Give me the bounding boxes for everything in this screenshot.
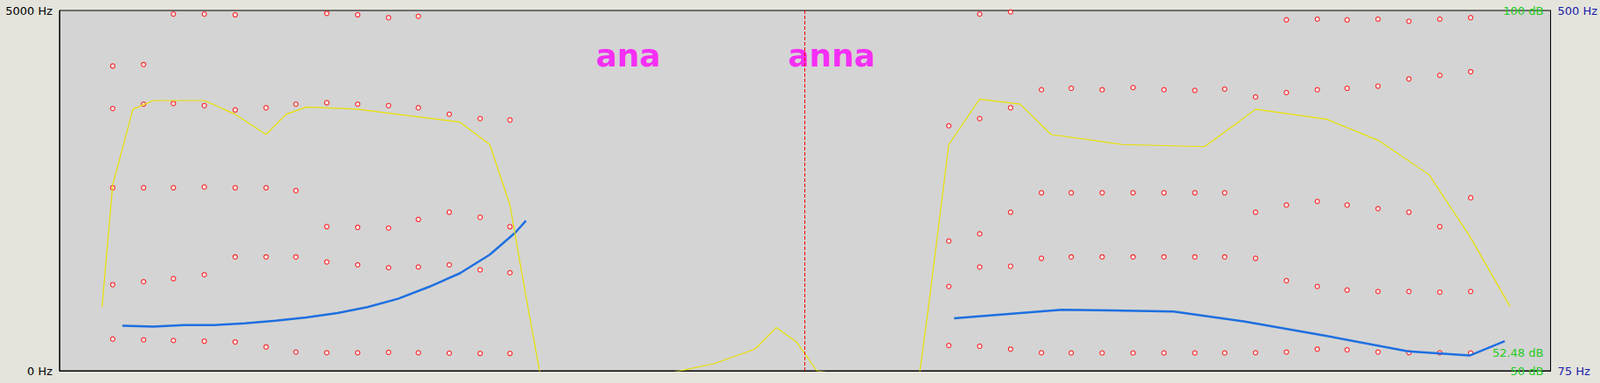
svg-text:52.48 dB: 52.48 dB — [1492, 346, 1545, 360]
svg-text:5000 Hz: 5000 Hz — [5, 4, 53, 18]
svg-text:75 Hz: 75 Hz — [1557, 364, 1590, 378]
svg-text:100 dB: 100 dB — [1502, 4, 1544, 18]
svg-text:0 Hz: 0 Hz — [27, 364, 53, 378]
svg-text:anna: anna — [787, 37, 876, 74]
svg-text:ana: ana — [595, 37, 661, 74]
svg-text:500 Hz: 500 Hz — [1557, 4, 1598, 18]
svg-text:50 dB: 50 dB — [1510, 364, 1545, 378]
